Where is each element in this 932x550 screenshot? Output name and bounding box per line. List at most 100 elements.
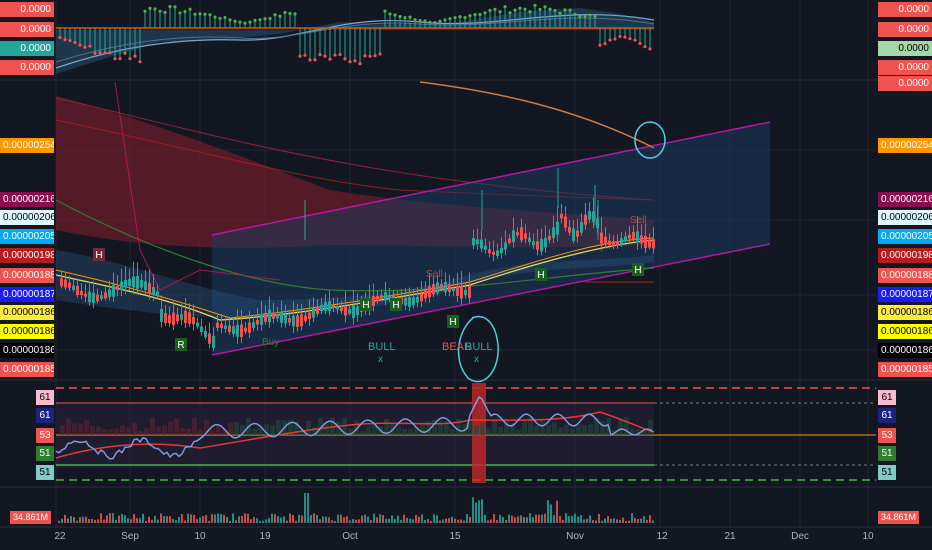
volume-bar: [322, 516, 324, 523]
signal-h-6: H: [634, 265, 641, 276]
histogram-dot: [488, 8, 492, 12]
candle-body: [436, 282, 439, 293]
histogram-dot: [543, 5, 547, 9]
volume-bar: [331, 520, 333, 523]
histogram-dot: [358, 62, 362, 66]
volume-bar: [598, 514, 600, 523]
volume-bar: [289, 513, 291, 523]
volume-bar: [547, 500, 549, 523]
volume-bar: [256, 518, 258, 523]
candle-body: [500, 247, 503, 254]
volume-bar: [520, 515, 522, 523]
rsi-histogram-bar: [180, 427, 185, 435]
volume-bar: [592, 520, 594, 523]
candle-body: [420, 293, 423, 302]
volume-bar: [271, 513, 273, 523]
volume-bar: [652, 520, 654, 523]
histogram-dot: [238, 20, 242, 24]
candle-body: [540, 239, 543, 252]
candle-body: [124, 279, 127, 288]
rsi-histogram-bar: [186, 428, 191, 435]
volume-bar: [526, 517, 528, 523]
volume-bar: [361, 515, 363, 523]
volume-bar: [181, 513, 183, 523]
histogram-dot: [258, 18, 262, 22]
histogram-dot: [428, 20, 432, 24]
volume-bar: [202, 516, 204, 523]
volume-bar: [313, 513, 315, 523]
volume-bar: [235, 520, 237, 523]
volume-bar: [643, 516, 645, 523]
histogram-dot: [433, 21, 437, 25]
histogram-dot: [468, 14, 472, 18]
volume-bar: [445, 518, 447, 523]
price-pane: [55, 81, 771, 383]
histogram-dot: [583, 14, 587, 18]
histogram-dot: [233, 19, 237, 23]
volume-bar: [91, 518, 93, 523]
histogram-dot: [213, 15, 217, 19]
volume-bar: [499, 514, 501, 523]
axis-price-label: 0.0000: [0, 60, 54, 75]
candle-body: [320, 304, 323, 311]
rsi-histogram-bar: [240, 424, 245, 435]
volume-bar: [208, 520, 210, 523]
candle-body: [240, 324, 243, 337]
candle-body: [524, 233, 527, 239]
candle-body: [308, 312, 311, 320]
rsi-histogram-bar: [564, 424, 569, 435]
volume-bar: [388, 518, 390, 523]
candle-body: [232, 326, 235, 335]
rsi-histogram-bar: [228, 422, 233, 435]
time-axis-tick: 12: [656, 531, 668, 542]
histogram-dot: [508, 11, 512, 15]
volume-bar: [622, 517, 624, 523]
volume-bar: [631, 513, 633, 523]
rsi-level-label: 61: [878, 390, 896, 405]
volume-bar: [220, 513, 222, 523]
rsi-histogram-bar: [648, 419, 653, 435]
candle-body: [592, 211, 595, 222]
circle-annotation-top: [634, 121, 666, 159]
volume-bar: [586, 518, 588, 523]
volume-bar: [229, 520, 231, 523]
rsi-pane: [55, 383, 876, 483]
rsi-histogram-bar: [474, 425, 479, 435]
candle-body: [632, 231, 635, 241]
rsi-histogram-bar: [126, 427, 131, 435]
candle-body: [64, 279, 67, 288]
volume-bar: [589, 515, 591, 523]
histogram-dot: [128, 57, 132, 61]
candle-body: [448, 284, 451, 293]
axis-price-label: 0.00000186: [0, 305, 54, 320]
volume-bar: [67, 518, 69, 523]
axis-price-label: 0.00000254: [878, 138, 932, 153]
volume-bar: [640, 518, 642, 523]
volume-bar: [517, 516, 519, 523]
volume-bar: [556, 500, 558, 523]
rsi-histogram-bar: [156, 426, 161, 435]
top-indicator-pane: [55, 3, 655, 74]
candle-body: [220, 323, 223, 329]
axis-price-label: 0.0000: [878, 60, 932, 75]
histogram-dot: [518, 6, 522, 10]
volume-bar: [604, 518, 606, 523]
histogram-dot: [113, 57, 117, 61]
volume-bar: [76, 520, 78, 523]
volume-bar: [157, 519, 159, 523]
candle-body: [584, 214, 587, 225]
candle-body: [156, 291, 159, 296]
time-axis-tick: 10: [194, 531, 206, 542]
histogram-dot: [538, 7, 542, 12]
volume-bar: [430, 520, 432, 523]
volume-bar: [73, 517, 75, 523]
candle-body: [288, 318, 291, 323]
histogram-dot: [403, 15, 407, 20]
candle-body: [228, 325, 231, 333]
histogram-dot: [138, 60, 142, 64]
candle-body: [272, 312, 275, 319]
volume-bar: [136, 518, 138, 523]
candle-body: [456, 285, 459, 296]
signal-h-3: H: [392, 300, 399, 311]
